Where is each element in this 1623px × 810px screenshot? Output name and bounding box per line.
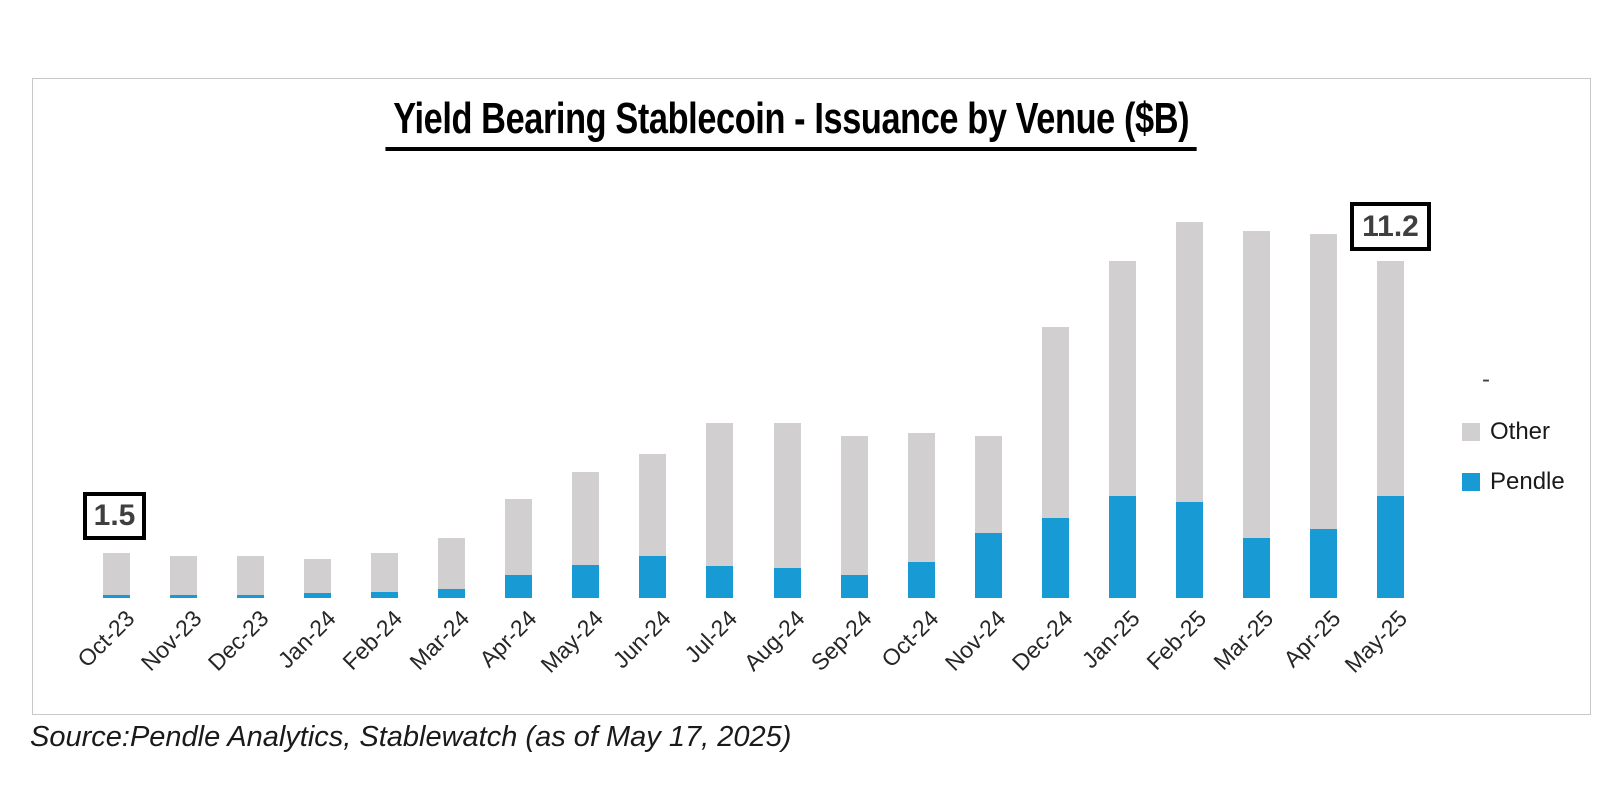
source-note: Source:Pendle Analytics, Stablewatch (as… xyxy=(30,721,792,753)
annotation-last-value: 11.2 xyxy=(1350,202,1431,251)
legend-swatch-other-icon xyxy=(1462,423,1480,441)
legend-placeholder: - xyxy=(1482,366,1490,393)
legend-item-other: Other xyxy=(1462,418,1550,446)
legend-label-other: Other xyxy=(1490,418,1551,445)
chart-panel xyxy=(32,78,1591,715)
legend-label-pendle: Pendle xyxy=(1490,468,1565,495)
chart-title: Yield Bearing Stablecoin - Issuance by V… xyxy=(385,94,1197,151)
legend-item-pendle: Pendle xyxy=(1462,468,1565,496)
legend-swatch-pendle-icon xyxy=(1462,473,1480,491)
annotation-first-value: 1.5 xyxy=(83,492,146,540)
chart-title-wrap: Yield Bearing Stablecoin - Issuance by V… xyxy=(0,94,1582,151)
